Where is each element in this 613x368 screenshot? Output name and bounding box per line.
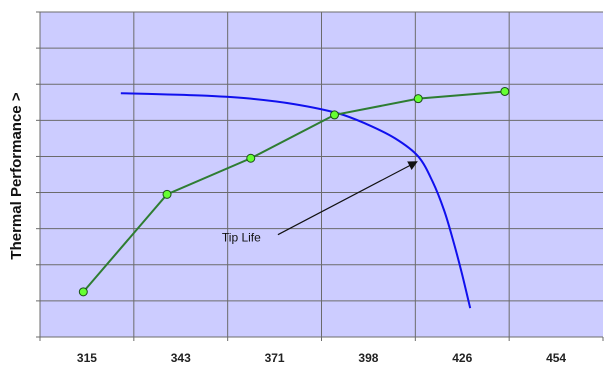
axes <box>36 11 604 341</box>
x-tick-label: 398 <box>358 351 378 365</box>
thermal-point <box>329 110 339 120</box>
thermal-point <box>162 189 172 199</box>
thermal-point <box>246 153 256 163</box>
thermal-point <box>500 86 510 96</box>
x-tick-labels: 315 343 371 398 426 454 <box>77 351 567 365</box>
series-layer <box>78 86 510 309</box>
x-tick-label: 426 <box>452 351 472 365</box>
annotations: Tip Life <box>222 161 418 245</box>
annotation-label: Tip Life <box>222 231 261 245</box>
x-tick-label: 371 <box>265 351 285 365</box>
thermal-point <box>78 287 88 297</box>
x-tick-label: 315 <box>77 351 97 365</box>
grid <box>40 11 603 337</box>
x-tick-label: 343 <box>171 351 191 365</box>
tip-life-line <box>120 92 472 309</box>
thermal-point <box>413 94 423 104</box>
annotation-arrow <box>277 161 418 236</box>
x-tick-label: 454 <box>546 351 566 365</box>
y-axis-label: Thermal Performance > <box>8 92 25 259</box>
thermal-line <box>82 90 505 293</box>
